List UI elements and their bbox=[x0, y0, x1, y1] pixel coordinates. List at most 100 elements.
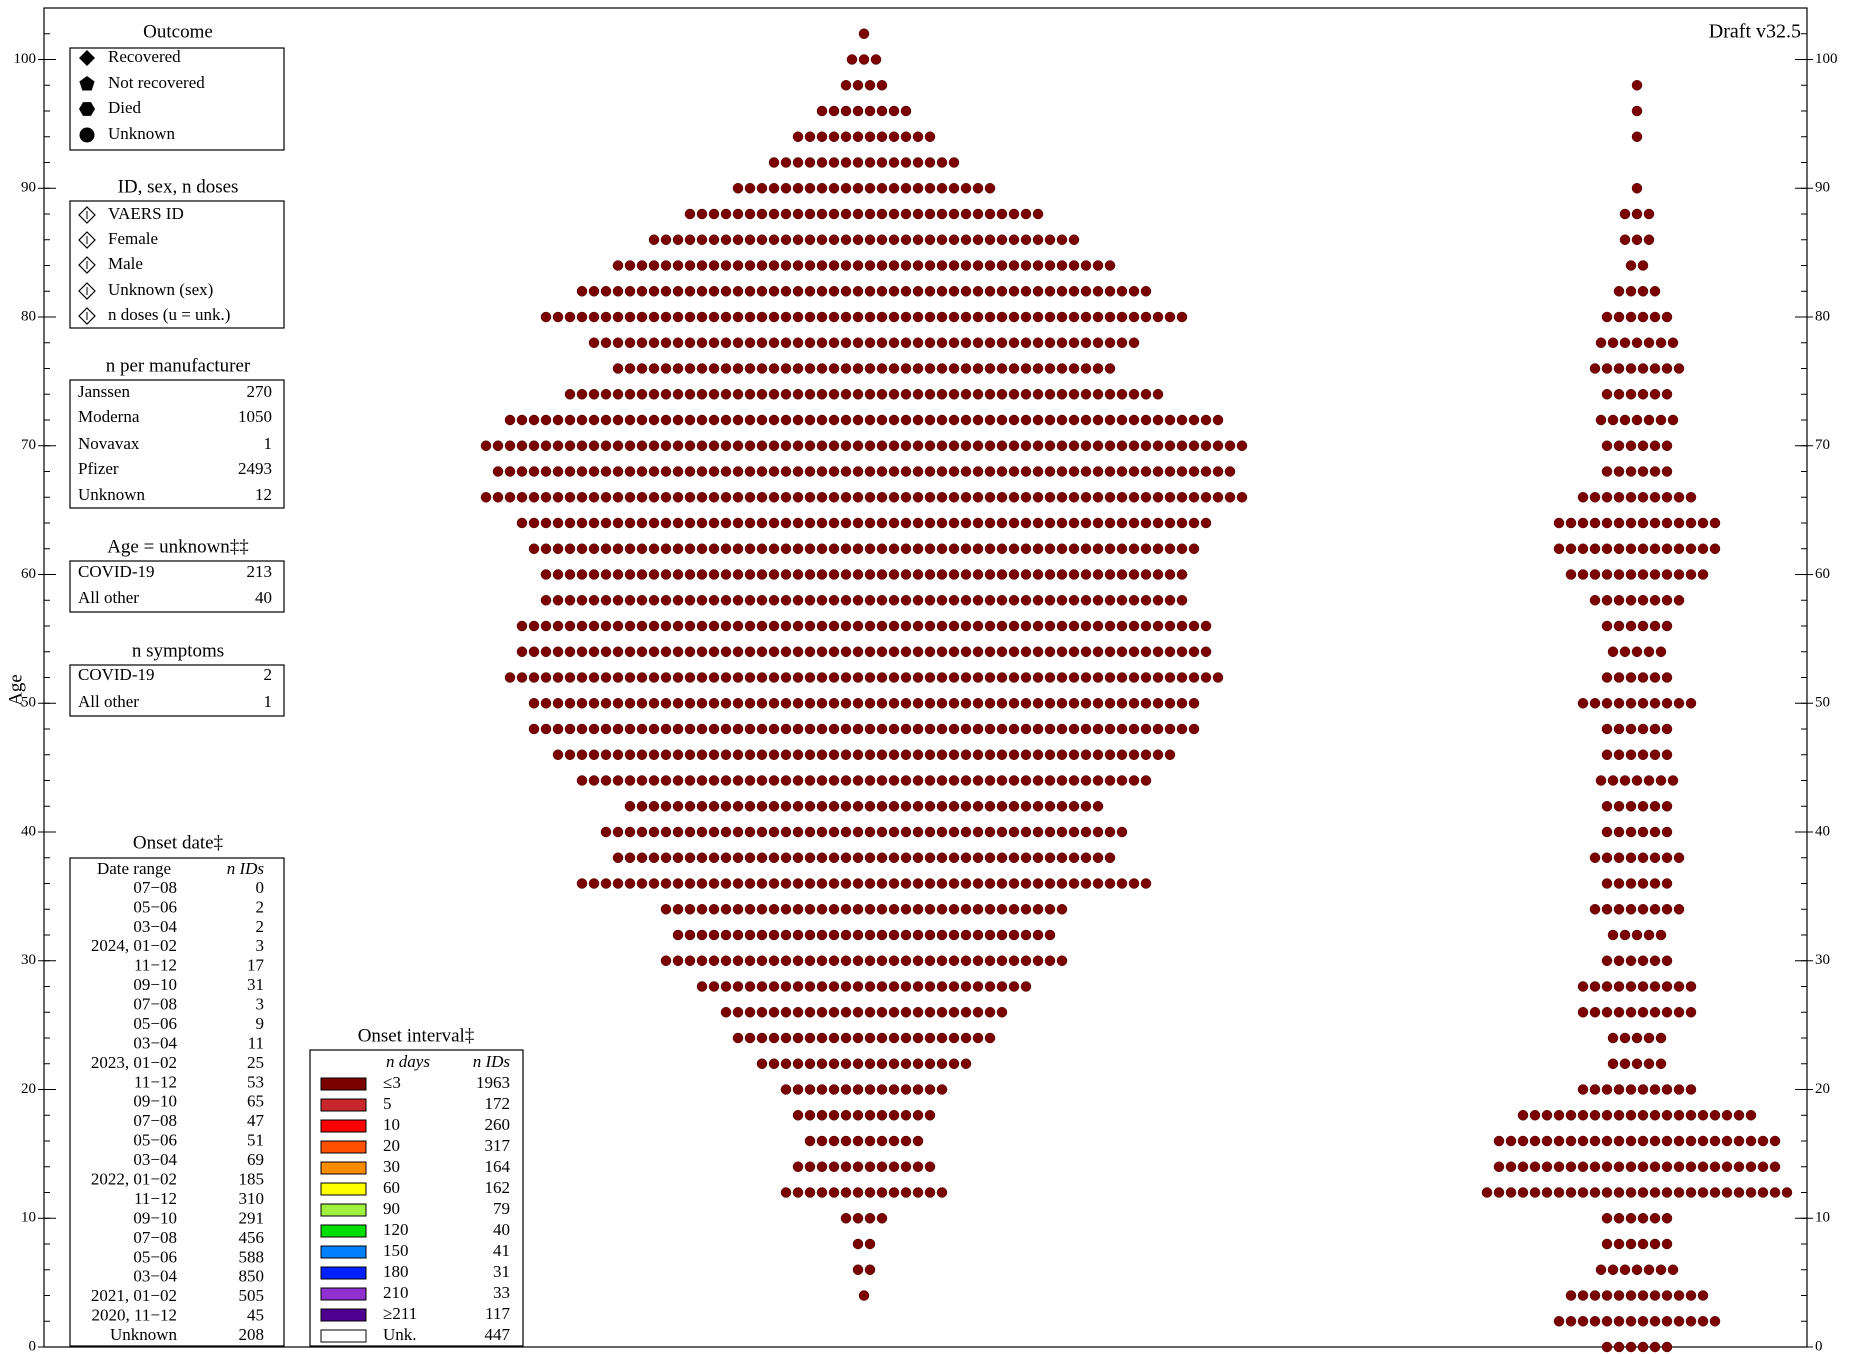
swarm-dot bbox=[1008, 852, 1020, 863]
swarm-dot bbox=[744, 672, 756, 683]
swarm-dot bbox=[528, 672, 540, 683]
swarm-dot bbox=[1637, 981, 1649, 992]
swarm-dot bbox=[744, 389, 756, 400]
swarm-dot bbox=[768, 749, 780, 760]
swarm-dot bbox=[840, 1161, 852, 1172]
swarm-dot bbox=[828, 852, 840, 863]
swarm-dot bbox=[1068, 672, 1080, 683]
swarm-dot bbox=[1649, 1213, 1661, 1224]
y-tick-label: 10 bbox=[21, 1210, 36, 1226]
swarm-dot bbox=[888, 414, 900, 426]
swarm-dot bbox=[1104, 414, 1116, 426]
swarm-dot bbox=[984, 878, 996, 889]
swarm-dot bbox=[684, 260, 696, 271]
swarm-dot bbox=[852, 363, 864, 374]
swarm-dot bbox=[744, 414, 756, 426]
swarm-dot bbox=[960, 595, 972, 606]
swarm-dot bbox=[552, 749, 564, 760]
swarm-dot bbox=[900, 492, 912, 503]
swarm-dot bbox=[744, 852, 756, 863]
swarm-dot bbox=[984, 492, 996, 503]
swarm-dot bbox=[792, 389, 804, 400]
swarm-dot bbox=[1667, 1264, 1679, 1275]
swarm-dot bbox=[900, 981, 912, 992]
swarm-dot bbox=[648, 852, 660, 863]
swarm-dot bbox=[780, 723, 792, 735]
swarm-dot bbox=[672, 492, 684, 503]
swarm-dot bbox=[720, 826, 732, 838]
table-value: 172 bbox=[485, 1094, 511, 1113]
swarm-dot bbox=[528, 543, 540, 554]
swarm-dot bbox=[1020, 878, 1032, 889]
swarm-dot bbox=[600, 311, 612, 323]
swarm-dot bbox=[696, 955, 708, 966]
swarm-dot bbox=[1637, 1341, 1649, 1353]
legend-box bbox=[69, 379, 285, 509]
swarm-dot bbox=[852, 981, 864, 992]
swarm-dot bbox=[1008, 929, 1020, 941]
swarm-dot bbox=[864, 929, 876, 941]
swarm-dot bbox=[948, 363, 960, 374]
swarm-dot bbox=[804, 1007, 816, 1018]
swarm-dot bbox=[876, 620, 888, 632]
swarm-dot bbox=[840, 157, 852, 168]
swarm-dot bbox=[1601, 569, 1613, 580]
swarm-dot bbox=[912, 208, 924, 220]
swarm-dot bbox=[1044, 363, 1056, 374]
swarm-dot bbox=[1056, 311, 1068, 323]
swarm-dot bbox=[1685, 1316, 1697, 1327]
swarm-dot bbox=[1104, 337, 1116, 348]
swarm-dot bbox=[1104, 363, 1116, 374]
swarm-dot bbox=[1008, 620, 1020, 632]
swarm-dot bbox=[780, 749, 792, 760]
swarm-dot bbox=[828, 775, 840, 786]
swarm-dot bbox=[1589, 543, 1601, 554]
swarm-dot bbox=[900, 723, 912, 735]
y-tick-label: 80 bbox=[1815, 308, 1830, 324]
y-tick-label: 40 bbox=[21, 823, 36, 839]
swarm-dot bbox=[936, 517, 948, 529]
swarm-dot bbox=[792, 1058, 804, 1069]
swarm-dot bbox=[624, 311, 636, 323]
swarm-dot bbox=[1140, 492, 1152, 503]
swarm-dot bbox=[528, 620, 540, 632]
swarm-dot bbox=[972, 620, 984, 632]
swarm-dot bbox=[816, 234, 828, 245]
swarm-dot bbox=[1116, 440, 1128, 451]
swarm-dot bbox=[780, 620, 792, 632]
swarm-dot bbox=[876, 1110, 888, 1121]
swarm-dot bbox=[876, 260, 888, 271]
swarm-dot bbox=[780, 878, 792, 889]
swarm-dot bbox=[888, 801, 900, 812]
swarm-dot bbox=[900, 646, 912, 657]
swarm-dot bbox=[1092, 595, 1104, 606]
swarm-dot bbox=[708, 672, 720, 683]
swarm-dot bbox=[864, 363, 876, 374]
swarm-dot bbox=[780, 311, 792, 323]
swarm-dot bbox=[996, 337, 1008, 348]
swarm-dot bbox=[648, 234, 660, 245]
swarm-dot bbox=[1613, 1084, 1625, 1095]
swarm-dot bbox=[1709, 517, 1721, 529]
swarm-dot bbox=[972, 904, 984, 915]
swarm-dot bbox=[1781, 1187, 1793, 1198]
swarm-dot bbox=[1481, 1187, 1493, 1198]
swarm-dot bbox=[612, 389, 624, 400]
swarm-dot bbox=[852, 672, 864, 683]
swarm-dot bbox=[624, 749, 636, 760]
swarm-dot bbox=[1176, 311, 1188, 323]
swarm-dot bbox=[816, 105, 828, 117]
swarm-dot bbox=[1643, 414, 1655, 426]
swarm-dot bbox=[1649, 1084, 1661, 1095]
swarm-dot bbox=[1589, 492, 1601, 503]
swarm-dot bbox=[1008, 569, 1020, 580]
swarm-dot bbox=[1649, 363, 1661, 374]
swarm-dot bbox=[948, 389, 960, 400]
legend-label: Unk. bbox=[383, 1325, 417, 1344]
swarm-dot bbox=[636, 363, 648, 374]
swarm-dot bbox=[852, 1007, 864, 1018]
swarm-dot bbox=[840, 878, 852, 889]
swarm-dot bbox=[636, 723, 648, 735]
swarm-dot bbox=[552, 517, 564, 529]
table-label: Unknown bbox=[78, 485, 146, 504]
